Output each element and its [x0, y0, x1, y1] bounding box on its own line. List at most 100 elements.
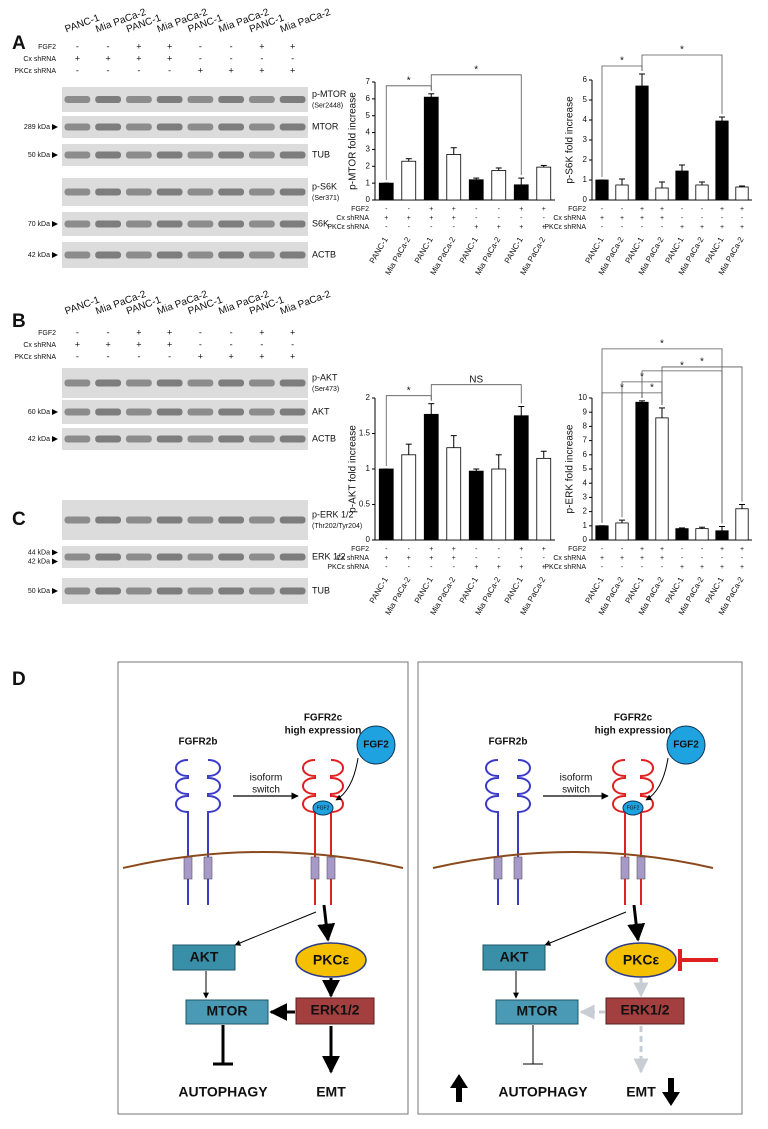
condition-sign: + [136, 327, 141, 337]
error-bar [473, 468, 480, 472]
marker-arrow [52, 409, 58, 415]
node-box [495, 999, 579, 1025]
condition-sign: + [75, 339, 80, 349]
error-bar [619, 178, 625, 185]
blot-band [248, 516, 275, 524]
condition-sign: + [740, 564, 744, 571]
condition-sign: + [700, 564, 704, 571]
condition-sign: + [519, 564, 523, 571]
significance-bracket [641, 370, 723, 524]
marker-arrow [52, 558, 58, 565]
y-tick-label: 0.5 [359, 500, 371, 509]
row-label: MTOR [312, 121, 339, 131]
kda-marker: 42 kDa [28, 436, 50, 443]
error-bar [739, 504, 745, 509]
receptor-chain [485, 759, 499, 905]
condition-sign: - [230, 327, 233, 337]
condition-sign: - [543, 555, 546, 562]
significance-label: * [620, 56, 624, 67]
blot-band [187, 587, 214, 595]
blot-band [95, 587, 122, 595]
blot-band [248, 251, 275, 259]
row-label: p-MTOR [312, 89, 347, 99]
chart-title: p-AKT fold increase [348, 425, 359, 513]
error-bar [619, 519, 625, 523]
condition-sign: + [660, 546, 664, 553]
row-label: TUB [312, 585, 330, 595]
node-label: AKT [190, 949, 219, 965]
blot-band [95, 408, 122, 416]
condition-name: Cx shRNA [553, 555, 586, 562]
condition-sign: - [498, 555, 501, 562]
condition-sign: + [542, 206, 546, 213]
condition-name: PKCε shRNA [14, 354, 56, 361]
condition-name: Cx shRNA [553, 215, 586, 222]
condition-sign: - [408, 224, 411, 231]
condition-sign: - [168, 351, 171, 361]
marker-arrow [52, 436, 58, 442]
arrow [234, 911, 317, 946]
significance-label: * [700, 357, 704, 368]
blot-band [125, 516, 152, 524]
blot-strip [62, 116, 308, 138]
blot-band [156, 151, 183, 159]
switch-label: isoform [250, 773, 283, 784]
x-tick-label: PANC-1 [368, 235, 390, 265]
condition-sign: - [601, 206, 604, 213]
blot-band [156, 435, 183, 443]
bar [635, 85, 649, 201]
outcome-label: AUTOPHAGY [498, 1084, 588, 1100]
receptor-chain [612, 759, 626, 905]
blot-band [218, 96, 245, 103]
condition-sign: - [385, 206, 388, 213]
condition-sign: - [641, 224, 644, 231]
down-arrow [662, 1078, 680, 1106]
blot-band [156, 587, 183, 595]
condition-sign: - [498, 215, 501, 222]
bar [715, 120, 729, 201]
condition-sign: + [384, 215, 388, 222]
receptor-label: FGFR2c [614, 713, 653, 724]
condition-sign: + [429, 546, 433, 553]
row-label: ACTB [312, 249, 336, 259]
bar [536, 457, 552, 541]
error-bar [739, 185, 745, 187]
condition-sign: + [407, 215, 411, 222]
row-sublabel: (Ser2448) [312, 102, 343, 109]
blot-band [218, 220, 245, 228]
condition-sign: + [620, 555, 624, 562]
condition-sign: - [107, 327, 110, 337]
condition-sign: - [453, 564, 456, 571]
panel-label: B [12, 311, 26, 332]
bar [491, 170, 507, 201]
condition-sign: + [720, 564, 724, 571]
blot-band [248, 96, 275, 103]
significance-label: * [407, 385, 411, 396]
kda-marker: 44 kDa [28, 549, 50, 556]
condition-sign: - [430, 224, 433, 231]
y-tick-label: 2 [583, 507, 588, 516]
row-label: p-ERK 1/2 [312, 509, 354, 519]
bar [595, 179, 609, 201]
row-label: ACTB [312, 433, 336, 443]
arrow [317, 904, 336, 942]
condition-sign: + [429, 206, 433, 213]
node-label: MTOR [207, 1003, 248, 1019]
condition-sign: - [199, 339, 202, 349]
row-label: AKT [312, 406, 330, 416]
blot-band [187, 96, 214, 103]
blot-band [218, 251, 245, 259]
condition-sign: + [452, 215, 456, 222]
node-label: PKCε [313, 952, 350, 968]
marker-arrow [52, 588, 58, 594]
y-tick-label: 4 [583, 478, 588, 487]
blot-band [64, 220, 91, 228]
bar [491, 468, 507, 541]
error-bar [639, 400, 645, 403]
blot-band [64, 123, 91, 131]
condition-sign: - [741, 555, 744, 562]
condition-sign: + [75, 53, 80, 63]
blot-band [218, 188, 245, 196]
condition-sign: - [385, 546, 388, 553]
condition-sign: - [199, 327, 202, 337]
